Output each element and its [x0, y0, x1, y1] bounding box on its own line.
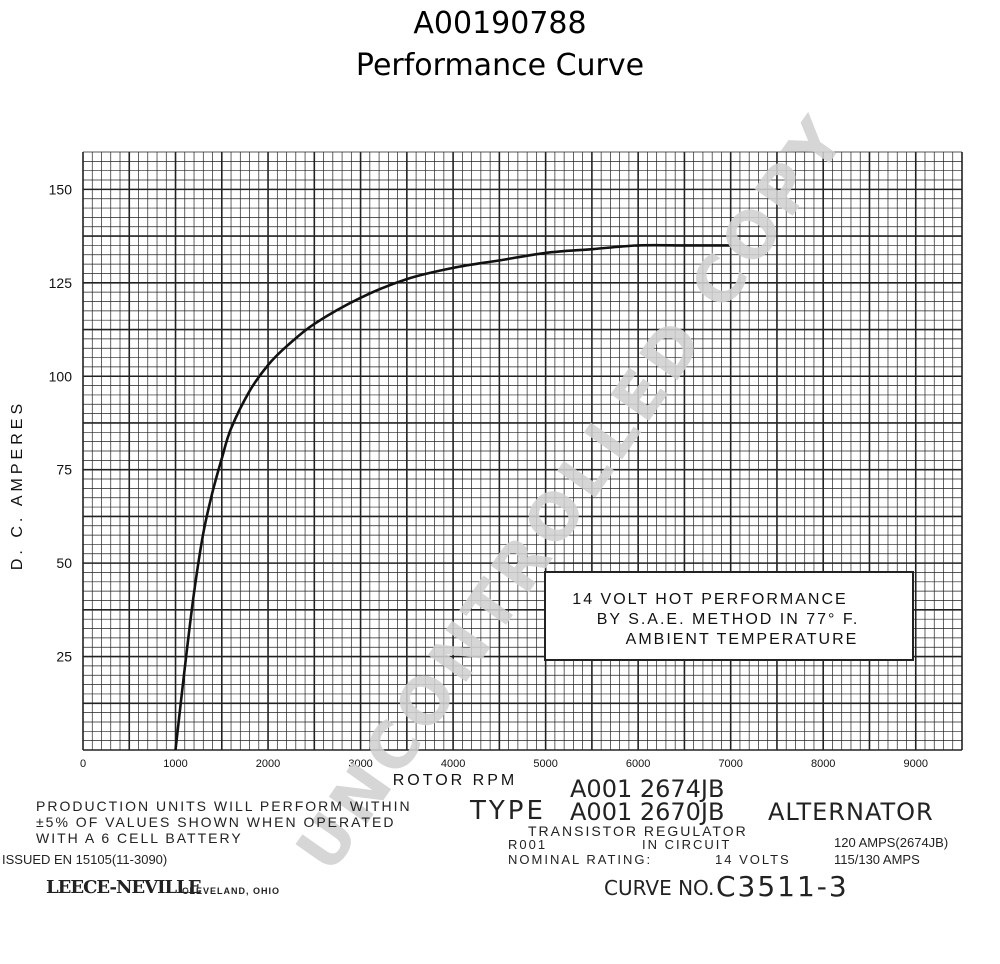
- part-number-2: A001 2670JB: [570, 798, 725, 826]
- chart-title: A00190788: [413, 6, 587, 41]
- y-tick-labels: 25 50 75 100 125 150: [49, 181, 73, 664]
- annotation-line-2: BY S.A.E. METHOD IN 77° F.: [597, 611, 860, 628]
- y-axis-label: D. C. AMPERES: [9, 400, 26, 570]
- y-tick-label: 75: [56, 462, 72, 478]
- x-tick-label: 6000: [626, 758, 650, 770]
- amps-value-2: 115/130 AMPS: [834, 852, 920, 867]
- alternator-label: ALTERNATOR: [768, 798, 934, 826]
- y-tick-label: 100: [49, 368, 73, 384]
- x-tick-label: 0: [80, 758, 86, 770]
- curve-number-value: C3511-3: [716, 870, 849, 903]
- nominal-rating-label: NOMINAL RATING:: [508, 852, 653, 867]
- part-number-1: A001 2674JB: [570, 775, 725, 803]
- x-axis-label: ROTOR RPM: [393, 772, 517, 789]
- curve-number-label: CURVE NO.: [604, 876, 715, 900]
- manufacturer-location: CLEVELAND, OHIO: [182, 886, 281, 896]
- volts-value: 14 VOLTS: [715, 852, 791, 867]
- x-tick-label: 2000: [256, 758, 280, 770]
- r001-label: R001: [508, 837, 548, 852]
- x-tick-label: 8000: [811, 758, 835, 770]
- manufacturer-name: LEECE-NEVILLE: [46, 877, 202, 898]
- annotation-box: [544, 571, 914, 661]
- x-tick-label: 3000: [348, 758, 372, 770]
- x-tick-label: 9000: [903, 758, 927, 770]
- y-tick-label: 25: [56, 649, 72, 665]
- x-tick-label: 4000: [441, 758, 465, 770]
- type-label: TYPE: [470, 796, 546, 826]
- amps-value-1: 120 AMPS(2674JB): [834, 835, 949, 850]
- x-tick-label: 1000: [163, 758, 187, 770]
- y-tick-label: 50: [56, 555, 72, 571]
- x-tick-label: 7000: [718, 758, 742, 770]
- chart-subtitle: Performance Curve: [355, 48, 645, 83]
- annotation-line-1: 14 VOLT HOT PERFORMANCE: [572, 591, 847, 608]
- grid-minor: [83, 151, 962, 750]
- issued-label: ISSUED EN 15105(11-3090): [2, 852, 168, 867]
- series-line: [174, 243, 731, 751]
- annotation-line-3: AMBIENT TEMPERATURE: [626, 631, 859, 648]
- regulator-label: TRANSISTOR REGULATOR: [528, 823, 748, 839]
- production-note-3: WITH A 6 CELL BATTERY: [36, 830, 243, 846]
- x-tick-labels: 0 1000 2000 3000 4000 5000 6000 7000 8000 9000: [80, 758, 928, 770]
- production-note-1: PRODUCTION UNITS WILL PERFORM WITHIN: [36, 798, 412, 814]
- x-tick-label: 5000: [533, 758, 557, 770]
- in-circuit-label: IN CIRCUIT: [642, 837, 732, 852]
- y-tick-label: 125: [49, 275, 73, 291]
- production-note-2: ±5% OF VALUES SHOWN WHEN OPERATED: [36, 814, 396, 830]
- y-tick-label: 150: [49, 181, 73, 197]
